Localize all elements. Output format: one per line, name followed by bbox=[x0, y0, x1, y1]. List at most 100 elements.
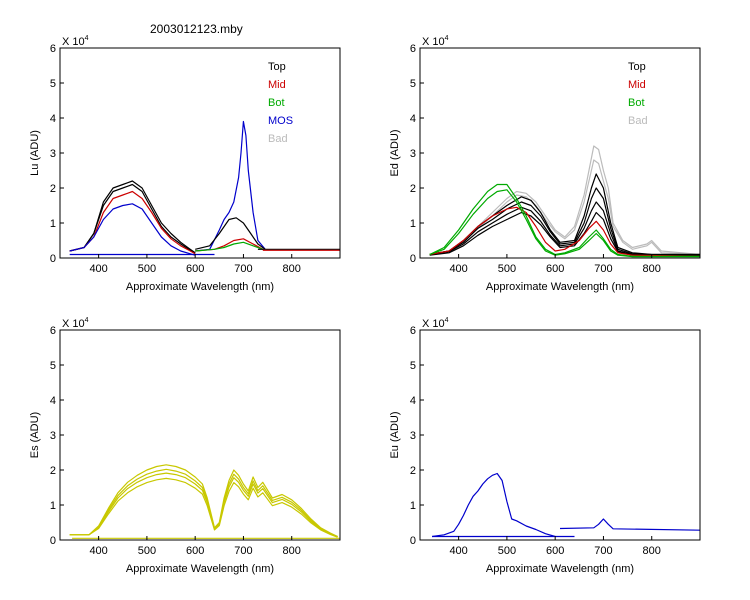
y-axis-label: Es (ADU) bbox=[29, 412, 41, 458]
series-line-es-3 bbox=[69, 477, 338, 538]
x-tick-label: 800 bbox=[283, 263, 301, 275]
panel-eu: 0 1 2 3 4 5 6 400 500 600 700 800 X 104 Approximate W… bbox=[389, 317, 701, 575]
y-axis-label: Lu (ADU) bbox=[29, 130, 41, 176]
y-tick-label: 0 bbox=[410, 253, 416, 265]
y-tick-label: 3 bbox=[410, 430, 416, 442]
y-tick-label: 1 bbox=[410, 218, 416, 230]
legend-entry-bad: Bad bbox=[268, 133, 288, 145]
x-tick-label: 800 bbox=[283, 545, 301, 557]
x-axis-label: Approximate Wavelength (nm) bbox=[486, 281, 634, 293]
y-tick-label: 6 bbox=[410, 325, 416, 337]
y-exponent-label: X 104 bbox=[422, 317, 449, 330]
y-tick-label: 3 bbox=[50, 430, 56, 442]
series-line-top-5 bbox=[429, 211, 700, 257]
x-tick-label: 500 bbox=[138, 263, 156, 275]
legend-entry-mid: Mid bbox=[268, 79, 286, 91]
legend-entry-bot: Bot bbox=[268, 97, 285, 109]
legend-entry-mos: MOS bbox=[268, 115, 293, 127]
series-group bbox=[69, 464, 340, 539]
series-line-top-3 bbox=[429, 187, 700, 256]
plot-frame bbox=[419, 329, 701, 541]
y-tick-label: 2 bbox=[50, 465, 56, 477]
x-tick-label: 500 bbox=[498, 545, 516, 557]
series-line-eu-2 bbox=[559, 518, 700, 531]
x-tick-label: 700 bbox=[594, 545, 612, 557]
y-tick-label: 2 bbox=[50, 183, 56, 195]
series-group bbox=[429, 145, 700, 258]
legend-entry-top: Top bbox=[268, 61, 286, 73]
series-line-es-0 bbox=[69, 464, 338, 538]
series-line-top-5 bbox=[195, 217, 266, 250]
y-tick-label: 4 bbox=[410, 113, 416, 125]
series-line-es-1 bbox=[69, 468, 338, 538]
series-group bbox=[432, 472, 700, 538]
series-line-bad-0 bbox=[429, 145, 700, 256]
y-tick-label: 5 bbox=[410, 78, 416, 90]
y-exponent-label: X 104 bbox=[62, 35, 89, 48]
legend-entry-bot: Bot bbox=[628, 97, 645, 109]
x-tick-label: 400 bbox=[449, 545, 467, 557]
series-line-top-4 bbox=[429, 201, 700, 256]
x-tick-label: 600 bbox=[186, 263, 204, 275]
series-line-mos-3 bbox=[69, 203, 196, 256]
legend-entry-top: Top bbox=[628, 61, 646, 73]
x-axis-label: Approximate Wavelength (nm) bbox=[126, 281, 274, 293]
plot-frame bbox=[419, 47, 701, 259]
y-tick-label: 6 bbox=[50, 43, 56, 55]
x-axis-label: Approximate Wavelength (nm) bbox=[486, 563, 634, 575]
y-tick-label: 3 bbox=[50, 148, 56, 160]
y-axis-label: Eu (ADU) bbox=[389, 411, 401, 458]
series-line-mid-6 bbox=[195, 238, 264, 252]
x-axis-label: Approximate Wavelength (nm) bbox=[126, 563, 274, 575]
y-tick-label: 4 bbox=[50, 395, 56, 407]
x-tick-label: 400 bbox=[449, 263, 467, 275]
x-tick-label: 800 bbox=[643, 545, 661, 557]
y-tick-label: 1 bbox=[410, 500, 416, 512]
y-tick-label: 4 bbox=[50, 113, 56, 125]
y-tick-label: 1 bbox=[50, 500, 56, 512]
y-tick-label: 5 bbox=[410, 360, 416, 372]
plot-frame bbox=[59, 47, 341, 259]
x-tick-label: 800 bbox=[643, 263, 661, 275]
series-line-eu-0 bbox=[432, 472, 556, 538]
x-tick-label: 700 bbox=[234, 545, 252, 557]
x-tick-label: 700 bbox=[234, 263, 252, 275]
y-tick-label: 6 bbox=[50, 325, 56, 337]
y-tick-label: 5 bbox=[50, 360, 56, 372]
series-line-bot-7 bbox=[195, 241, 264, 252]
y-tick-label: 6 bbox=[410, 43, 416, 55]
y-tick-label: 0 bbox=[50, 253, 56, 265]
x-tick-label: 500 bbox=[498, 263, 516, 275]
y-tick-label: 1 bbox=[50, 218, 56, 230]
y-tick-label: 5 bbox=[50, 78, 56, 90]
y-tick-label: 3 bbox=[410, 148, 416, 160]
series-line-top-2 bbox=[429, 173, 700, 256]
series-line-mid-6 bbox=[429, 206, 700, 257]
series-group bbox=[69, 120, 340, 256]
y-axis-label: Ed (ADU) bbox=[389, 129, 401, 176]
y-exponent-label: X 104 bbox=[422, 35, 449, 48]
y-tick-label: 4 bbox=[410, 395, 416, 407]
y-tick-label: 2 bbox=[410, 183, 416, 195]
panel-ed: 0 1 2 3 4 5 6 400 500 600 700 800 X 104 Approximate W… bbox=[389, 35, 701, 293]
series-line-top-1 bbox=[69, 183, 196, 254]
x-tick-label: 600 bbox=[186, 545, 204, 557]
x-tick-label: 700 bbox=[594, 263, 612, 275]
x-tick-label: 600 bbox=[546, 263, 564, 275]
panel-es: 0 1 2 3 4 5 6 400 500 600 700 800 X 104 Approximate W… bbox=[29, 317, 341, 575]
panel-lu: 0 1 2 3 4 5 6 400 500 600 700 800 X 104 Approximate W… bbox=[29, 35, 341, 293]
x-tick-label: 400 bbox=[89, 263, 107, 275]
legend-entry-bad: Bad bbox=[628, 115, 648, 127]
y-tick-label: 0 bbox=[50, 535, 56, 547]
y-tick-label: 2 bbox=[410, 465, 416, 477]
x-tick-label: 400 bbox=[89, 545, 107, 557]
series-line-bot-7 bbox=[429, 183, 700, 257]
y-tick-label: 0 bbox=[410, 535, 416, 547]
x-tick-label: 500 bbox=[138, 545, 156, 557]
y-exponent-label: X 104 bbox=[62, 317, 89, 330]
series-line-bot-8 bbox=[429, 189, 700, 258]
legend-entry-mid: Mid bbox=[628, 79, 646, 91]
plot-frame bbox=[59, 329, 341, 541]
series-line-mid-2 bbox=[69, 190, 196, 255]
